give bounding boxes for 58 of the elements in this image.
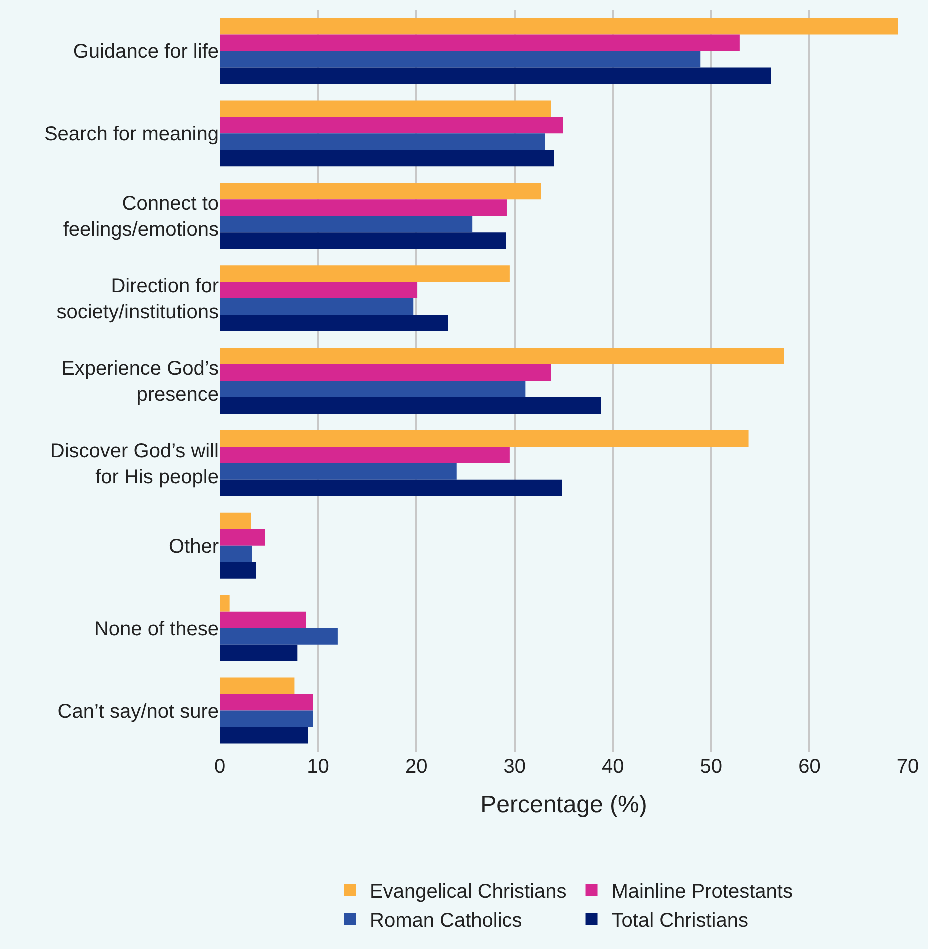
bar xyxy=(220,364,552,381)
y-tick-label: None of these xyxy=(94,618,219,640)
bar xyxy=(220,150,554,167)
bar xyxy=(220,216,473,233)
bar xyxy=(220,68,772,84)
bar xyxy=(220,51,701,68)
bar xyxy=(220,381,526,398)
bar xyxy=(220,546,252,562)
x-tick-label: 10 xyxy=(307,756,330,778)
bar xyxy=(220,446,510,464)
bar xyxy=(220,480,562,496)
legend-label: Mainline Protestants xyxy=(612,881,793,904)
x-tick-label: 40 xyxy=(602,756,624,778)
x-tick-label: 60 xyxy=(798,756,821,778)
legend-label: Total Christians xyxy=(612,910,748,932)
y-tick-label: Can’t say/not sure xyxy=(58,700,219,723)
bar xyxy=(220,266,510,282)
bar xyxy=(220,612,306,628)
bar xyxy=(220,348,784,365)
bar xyxy=(220,282,418,299)
bar xyxy=(220,529,266,546)
y-tick-label: Guidance for life xyxy=(73,41,219,64)
bar xyxy=(220,562,256,579)
bar xyxy=(220,595,230,612)
x-tick-label: 0 xyxy=(214,756,226,778)
bar xyxy=(220,100,552,118)
y-tick-label: Other xyxy=(168,536,220,558)
legend-label: Evangelical Christians xyxy=(370,881,567,904)
bar xyxy=(220,134,546,150)
x-tick-label: 50 xyxy=(700,756,723,778)
bar xyxy=(220,710,314,728)
bar xyxy=(220,678,295,694)
bar xyxy=(220,397,602,414)
x-axis-title: Percentage (%) xyxy=(480,791,648,818)
bar xyxy=(220,200,507,216)
bar xyxy=(220,694,314,711)
x-tick-label: 30 xyxy=(504,756,526,778)
bar xyxy=(220,315,448,332)
bar xyxy=(220,183,542,200)
bar xyxy=(220,232,506,250)
bar xyxy=(220,512,252,530)
bar xyxy=(220,117,564,134)
y-tick-label: Experience God’s presence xyxy=(62,358,219,406)
bar xyxy=(220,644,298,662)
bar xyxy=(220,18,898,35)
y-tick-label: Search for meaning xyxy=(44,124,219,146)
bar xyxy=(220,727,308,744)
bar xyxy=(220,298,414,316)
y-tick-label: Connect to feelings/emotions xyxy=(63,193,219,242)
y-tick-label: Discover God’s will for His people xyxy=(50,440,219,488)
bar xyxy=(220,463,457,480)
x-tick-label: 70 xyxy=(896,756,920,778)
bar xyxy=(220,628,338,645)
y-tick-label: Direction for society/institutions xyxy=(56,276,220,324)
bar xyxy=(220,430,749,447)
legend-label: Roman Catholics xyxy=(370,910,522,932)
x-tick-label: 20 xyxy=(405,756,428,778)
bar xyxy=(220,34,740,52)
